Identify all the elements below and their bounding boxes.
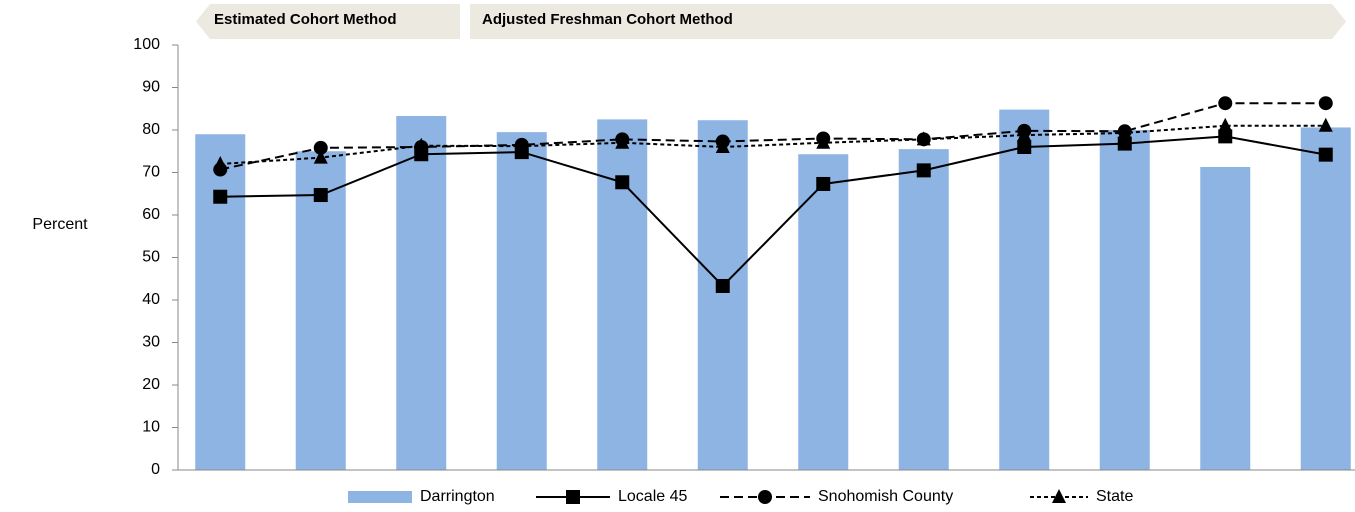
marker <box>213 156 228 170</box>
y-axis-label: Percent <box>32 216 88 233</box>
banner-left <box>196 4 460 39</box>
legend-swatch <box>348 491 412 503</box>
bar <box>898 149 949 470</box>
banner-right <box>470 4 1346 39</box>
marker <box>1218 129 1233 144</box>
annotation: Estimated Cohort Method <box>214 11 397 28</box>
marker <box>1218 96 1233 111</box>
line <box>220 124 1326 165</box>
bar <box>999 109 1050 470</box>
bar <box>1200 166 1251 470</box>
marker <box>1318 147 1333 162</box>
marker <box>1318 96 1333 111</box>
marker <box>1052 489 1066 503</box>
bar <box>1300 127 1351 470</box>
marker <box>313 149 328 164</box>
bar <box>195 134 246 470</box>
bar <box>295 151 346 470</box>
line <box>220 135 1326 288</box>
y-tick-label: 90 <box>142 79 160 96</box>
line <box>220 102 1326 171</box>
bar <box>597 119 648 470</box>
marker <box>313 188 328 203</box>
marker <box>715 139 730 153</box>
bar <box>697 120 748 470</box>
marker <box>213 189 228 204</box>
marker <box>816 134 831 149</box>
legend-label: State <box>1096 488 1133 505</box>
bar <box>396 115 447 470</box>
marker <box>615 175 630 190</box>
marker <box>1117 124 1132 139</box>
marker <box>1218 117 1233 132</box>
marker <box>313 140 328 155</box>
marker <box>916 163 931 178</box>
y-tick-label: 40 <box>142 291 160 308</box>
marker <box>816 176 831 191</box>
marker <box>715 278 730 293</box>
y-tick-label: 60 <box>142 206 160 223</box>
annotation: Adjusted Freshman Cohort Method <box>482 11 733 28</box>
bar <box>798 154 849 470</box>
y-tick-label: 0 <box>151 461 160 478</box>
legend-label: Snohomish County <box>818 488 953 505</box>
y-tick-label: 10 <box>142 419 160 436</box>
marker <box>514 138 529 153</box>
legend-label: Darrington <box>420 488 495 505</box>
bar <box>1099 130 1150 470</box>
y-tick-label: 30 <box>142 334 160 351</box>
y-tick-label: 100 <box>133 36 160 53</box>
marker <box>916 131 931 146</box>
y-tick-label: 50 <box>142 249 160 266</box>
marker <box>615 134 630 149</box>
bar <box>496 132 547 470</box>
legend-label: Locale 45 <box>618 488 687 505</box>
marker <box>414 137 429 152</box>
y-tick-label: 70 <box>142 164 160 181</box>
marker <box>1318 117 1333 132</box>
y-tick-label: 20 <box>142 376 160 393</box>
marker <box>1017 140 1032 154</box>
marker <box>566 490 580 504</box>
marker <box>1017 127 1032 142</box>
marker <box>758 490 772 504</box>
y-tick-label: 80 <box>142 121 160 138</box>
marker <box>1117 136 1132 151</box>
